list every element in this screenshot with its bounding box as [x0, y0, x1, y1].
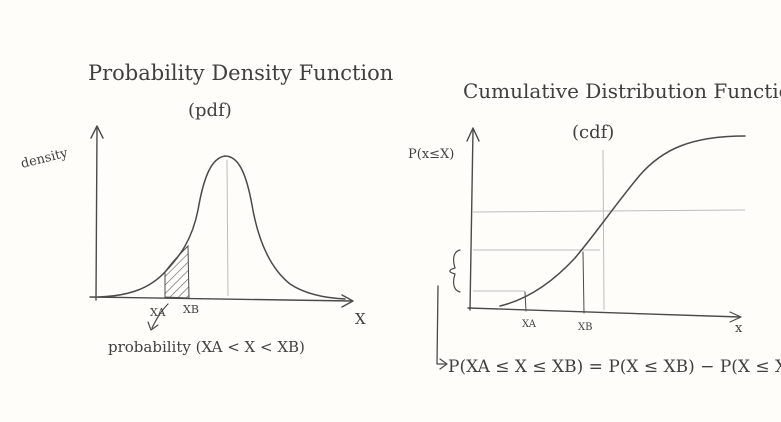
pdf-x-axis [89, 296, 353, 302]
cdf-brace [449, 249, 461, 293]
pdf-tick-xb: XB [183, 303, 199, 316]
pdf-annotation-arrowhead [147, 321, 159, 331]
cdf-y-axis-label: P(x≤X) [408, 147, 454, 162]
pdf-tick-xa: XA [150, 306, 166, 319]
cdf-guide-upper [472, 209, 746, 213]
pdf-panel: Probability Density Function (pdf) densi… [19, 61, 393, 356]
pdf-title: Probability Density Function [88, 61, 393, 85]
pdf-y-axis-label: density [19, 146, 70, 172]
cdf-formula-arrowhead [439, 358, 448, 370]
pdf-mean-line [226, 159, 229, 297]
cdf-s-curve [499, 135, 746, 307]
cdf-tick-xa: XA [522, 319, 537, 330]
pdf-annotation-arrow [151, 303, 169, 329]
pdf-subtitle: (pdf) [188, 100, 232, 121]
cdf-drop-xb [582, 251, 585, 314]
cdf-x-axis [467, 307, 741, 318]
cdf-x-axis-arrow [729, 311, 742, 323]
cdf-formula: P(XA ≤ X ≤ XB) = P(X ≤ XB) − P(X ≤ XA) [448, 357, 781, 377]
cdf-panel: Cumulative Distribution Function (cdf) P… [408, 79, 781, 377]
cdf-tick-xb: XB [578, 322, 592, 333]
pdf-y-axis [95, 127, 98, 301]
pdf-x-axis-label: X [355, 310, 366, 328]
cdf-formula-arrow [436, 285, 446, 365]
cdf-guide-mid [602, 149, 605, 311]
pdf-annotation: probability (XA < X < XB) [108, 338, 305, 356]
cdf-title: Cumulative Distribution Function [463, 79, 781, 103]
cdf-subtitle: (cdf) [572, 122, 614, 143]
pdf-x-axis-arrow [341, 294, 354, 308]
pdf-bell-curve [97, 155, 346, 300]
cdf-drop-xa [524, 291, 527, 312]
cdf-x-axis-label: x [735, 321, 743, 336]
pdf-y-axis-arrow [90, 125, 104, 139]
cdf-y-axis [469, 129, 474, 311]
pdf-probability-area [164, 244, 190, 299]
cdf-y-axis-arrow [466, 127, 480, 142]
